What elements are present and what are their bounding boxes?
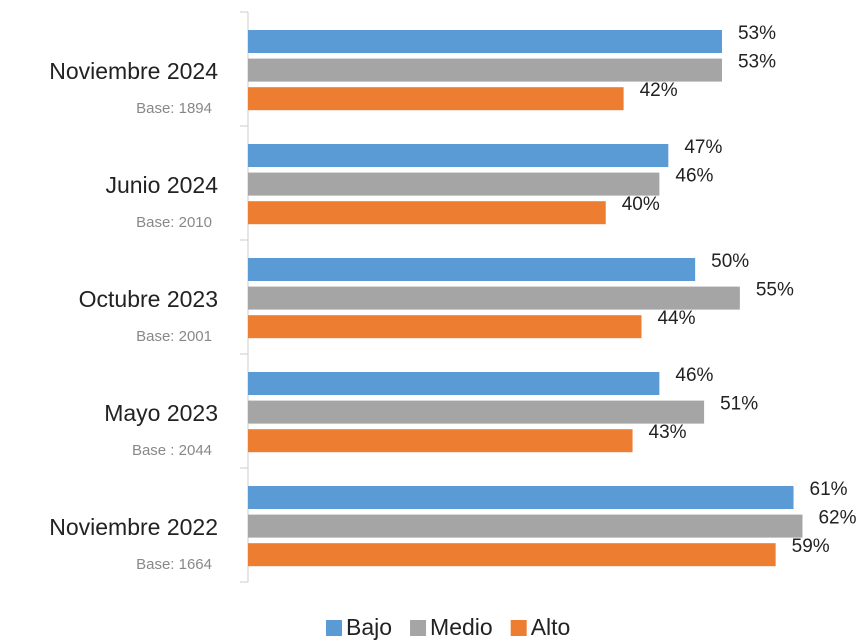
value-label: 42% <box>640 80 678 101</box>
legend-label: Medio <box>430 614 493 640</box>
value-label: 55% <box>756 280 794 301</box>
legend-swatch <box>326 620 342 636</box>
value-label: 50% <box>711 251 749 272</box>
value-label: 62% <box>818 508 856 529</box>
base-label: Base: 2010 <box>136 214 212 231</box>
bar <box>248 201 606 225</box>
bar <box>248 429 633 453</box>
bar <box>248 400 705 424</box>
value-label: 43% <box>649 422 687 443</box>
value-label: 44% <box>657 308 695 329</box>
bar <box>248 172 660 196</box>
value-label: 40% <box>622 194 660 215</box>
bar <box>248 30 722 53</box>
category-label: Noviembre 2022 <box>49 514 218 540</box>
category-label: Junio 2024 <box>105 172 218 198</box>
base-label: Base : 2044 <box>132 442 212 459</box>
bar <box>248 543 776 567</box>
category-label: Octubre 2023 <box>79 286 218 312</box>
value-label: 53% <box>738 52 776 73</box>
value-label: 61% <box>810 479 848 500</box>
bar <box>248 87 624 111</box>
legend-label: Alto <box>531 614 571 640</box>
bar <box>248 486 794 509</box>
bar <box>248 58 722 82</box>
value-label: 53% <box>738 23 776 44</box>
bar <box>248 514 803 538</box>
value-label: 47% <box>684 137 722 158</box>
bar <box>248 144 669 167</box>
bar <box>248 258 696 281</box>
legend-swatch <box>410 620 427 636</box>
base-label: Base: 2001 <box>136 328 212 345</box>
legend-label: Bajo <box>346 614 392 640</box>
value-label: 46% <box>675 166 713 187</box>
bar <box>248 315 642 339</box>
value-label: 51% <box>720 394 758 415</box>
value-label: 46% <box>675 365 713 386</box>
bar <box>248 372 660 395</box>
category-label: Mayo 2023 <box>104 400 218 426</box>
base-label: Base: 1664 <box>136 556 212 573</box>
value-label: 59% <box>792 536 830 557</box>
bar <box>248 286 740 310</box>
base-label: Base: 1894 <box>136 100 212 117</box>
category-label: Noviembre 2024 <box>49 58 218 84</box>
legend-swatch <box>510 620 527 636</box>
